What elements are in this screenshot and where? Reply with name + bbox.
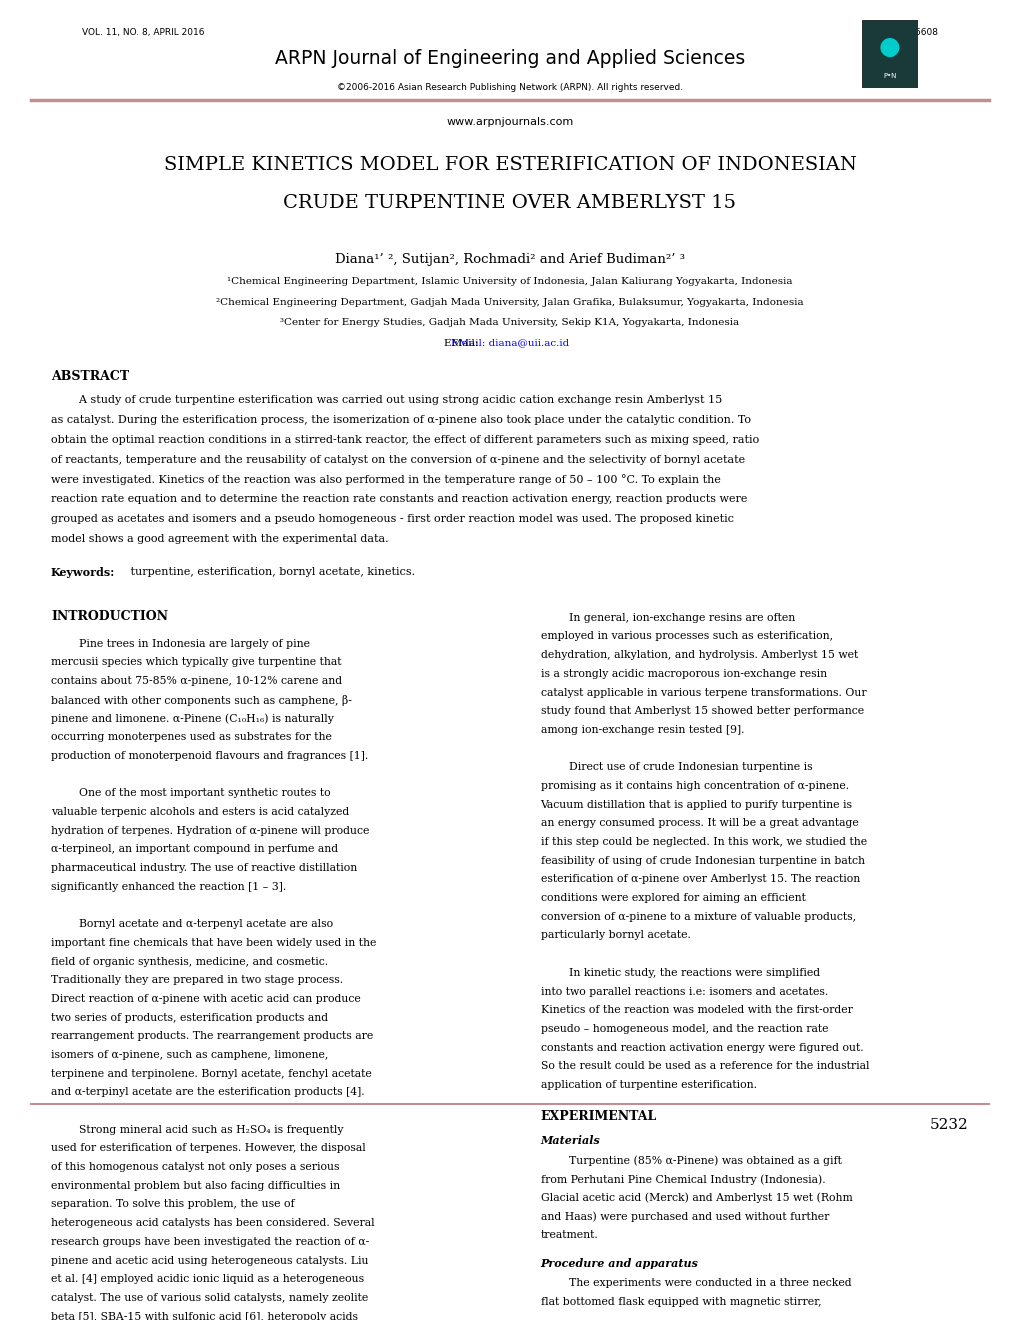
Text: flat bottomed flask equipped with magnetic stirrer,: flat bottomed flask equipped with magnet…: [540, 1296, 820, 1307]
Text: heterogeneous acid catalysts has been considered. Several: heterogeneous acid catalysts has been co…: [51, 1218, 374, 1228]
Text: mercusii species which typically give turpentine that: mercusii species which typically give tu…: [51, 657, 341, 668]
Text: and Haas) were purchased and used without further: and Haas) were purchased and used withou…: [540, 1212, 828, 1222]
Text: as catalyst. During the esterification process, the isomerization of α-pinene al: as catalyst. During the esterification p…: [51, 414, 750, 425]
Text: from Perhutani Pine Chemical Industry (Indonesia).: from Perhutani Pine Chemical Industry (I…: [540, 1173, 824, 1184]
Text: turpentine, esterification, bornyl acetate, kinetics.: turpentine, esterification, bornyl aceta…: [127, 568, 415, 577]
Text: In kinetic study, the reactions were simplified: In kinetic study, the reactions were sim…: [540, 968, 819, 978]
Text: ABSTRACT: ABSTRACT: [51, 371, 129, 383]
Text: constants and reaction activation energy were figured out.: constants and reaction activation energy…: [540, 1043, 862, 1052]
Text: Direct reaction of α-pinene with acetic acid can produce: Direct reaction of α-pinene with acetic …: [51, 994, 361, 1005]
Text: Materials: Materials: [540, 1135, 600, 1146]
Text: Kinetics of the reaction was modeled with the first-order: Kinetics of the reaction was modeled wit…: [540, 1006, 852, 1015]
Text: hydration of terpenes. Hydration of α-pinene will produce: hydration of terpenes. Hydration of α-pi…: [51, 826, 369, 836]
Text: feasibility of using of crude Indonesian turpentine in batch: feasibility of using of crude Indonesian…: [540, 855, 864, 866]
Text: important fine chemicals that have been widely used in the: important fine chemicals that have been …: [51, 937, 376, 948]
Text: A study of crude turpentine esterification was carried out using strong acidic c: A study of crude turpentine esterificati…: [51, 395, 721, 405]
Text: pinene and acetic acid using heterogeneous catalysts. Liu: pinene and acetic acid using heterogeneo…: [51, 1255, 368, 1266]
Text: Keywords:: Keywords:: [51, 568, 115, 578]
Text: P•N: P•N: [882, 73, 896, 79]
Text: environmental problem but also facing difficulties in: environmental problem but also facing di…: [51, 1181, 339, 1191]
Text: ³Center for Energy Studies, Gadjah Mada University, Sekip K1A, Yogyakarta, Indon: ³Center for Energy Studies, Gadjah Mada …: [280, 318, 739, 327]
Text: field of organic synthesis, medicine, and cosmetic.: field of organic synthesis, medicine, an…: [51, 957, 328, 966]
Text: catalyst. The use of various solid catalysts, namely zeolite: catalyst. The use of various solid catal…: [51, 1292, 368, 1303]
Text: and α-terpinyl acetate are the esterification products [4].: and α-terpinyl acetate are the esterific…: [51, 1088, 364, 1097]
Text: www.arpnjournals.com: www.arpnjournals.com: [446, 116, 573, 127]
Text: esterification of α-pinene over Amberlyst 15. The reaction: esterification of α-pinene over Amberlys…: [540, 874, 859, 884]
Text: conversion of α-pinene to a mixture of valuable products,: conversion of α-pinene to a mixture of v…: [540, 912, 855, 921]
Text: CRUDE TURPENTINE OVER AMBERLYST 15: CRUDE TURPENTINE OVER AMBERLYST 15: [283, 194, 736, 211]
Text: conditions were explored for aiming an efficient: conditions were explored for aiming an e…: [540, 894, 805, 903]
Text: reaction rate equation and to determine the reaction rate constants and reaction: reaction rate equation and to determine …: [51, 495, 747, 504]
Text: ARPN Journal of Engineering and Applied Sciences: ARPN Journal of Engineering and Applied …: [274, 49, 745, 67]
Text: employed in various processes such as esterification,: employed in various processes such as es…: [540, 631, 832, 642]
Text: catalyst applicable in various terpene transformations. Our: catalyst applicable in various terpene t…: [540, 688, 865, 697]
Text: ISSN 1819-6608: ISSN 1819-6608: [864, 28, 937, 37]
Text: Turpentine (85% α-Pinene) was obtained as a gift: Turpentine (85% α-Pinene) was obtained a…: [540, 1155, 841, 1166]
Text: of this homogenous catalyst not only poses a serious: of this homogenous catalyst not only pos…: [51, 1162, 339, 1172]
Text: contains about 75-85% α-pinene, 10-12% carene and: contains about 75-85% α-pinene, 10-12% c…: [51, 676, 341, 686]
Text: were investigated. Kinetics of the reaction was also performed in the temperatur: were investigated. Kinetics of the react…: [51, 475, 720, 486]
Text: obtain the optimal reaction conditions in a stirred-tank reactor, the effect of : obtain the optimal reaction conditions i…: [51, 434, 758, 445]
Text: In general, ion-exchange resins are often: In general, ion-exchange resins are ofte…: [540, 612, 794, 623]
Text: two series of products, esterification products and: two series of products, esterification p…: [51, 1012, 328, 1023]
Text: Direct use of crude Indonesian turpentine is: Direct use of crude Indonesian turpentin…: [540, 762, 811, 772]
Text: into two parallel reactions i.e: isomers and acetates.: into two parallel reactions i.e: isomers…: [540, 986, 827, 997]
Text: EMail: diana@uii.ac.id: EMail: diana@uii.ac.id: [450, 339, 569, 347]
Text: research groups have been investigated the reaction of α-: research groups have been investigated t…: [51, 1237, 369, 1247]
Text: grouped as acetates and isomers and a pseudo homogeneous - first order reaction : grouped as acetates and isomers and a ps…: [51, 515, 734, 524]
Text: The experiments were conducted in a three necked: The experiments were conducted in a thre…: [540, 1278, 851, 1288]
Text: is a strongly acidic macroporous ion-exchange resin: is a strongly acidic macroporous ion-exc…: [540, 669, 826, 678]
Text: So the result could be used as a reference for the industrial: So the result could be used as a referen…: [540, 1061, 868, 1072]
Text: ©2006-2016 Asian Research Publishing Network (ARPN). All rights reserved.: ©2006-2016 Asian Research Publishing Net…: [336, 83, 683, 91]
Text: among ion-exchange resin tested [9].: among ion-exchange resin tested [9].: [540, 725, 744, 735]
Text: if this step could be neglected. In this work, we studied the: if this step could be neglected. In this…: [540, 837, 866, 847]
Text: model shows a good agreement with the experimental data.: model shows a good agreement with the ex…: [51, 535, 388, 544]
Text: Bornyl acetate and α-terpenyl acetate are also: Bornyl acetate and α-terpenyl acetate ar…: [51, 919, 333, 929]
Text: ¹Chemical Engineering Department, Islamic University of Indonesia, Jalan Kaliura: ¹Chemical Engineering Department, Islami…: [227, 277, 792, 286]
Text: SIMPLE KINETICS MODEL FOR ESTERIFICATION OF INDONESIAN: SIMPLE KINETICS MODEL FOR ESTERIFICATION…: [163, 156, 856, 174]
Text: Pine trees in Indonesia are largely of pine: Pine trees in Indonesia are largely of p…: [51, 639, 310, 649]
Text: occurring monoterpenes used as substrates for the: occurring monoterpenes used as substrate…: [51, 733, 331, 742]
Text: Vacuum distillation that is applied to purify turpentine is: Vacuum distillation that is applied to p…: [540, 800, 852, 809]
Text: EMail:: EMail:: [443, 339, 481, 347]
Text: isomers of α-pinene, such as camphene, limonene,: isomers of α-pinene, such as camphene, l…: [51, 1049, 328, 1060]
Text: ²Chemical Engineering Department, Gadjah Mada University, Jalan Grafika, Bulaksu: ²Chemical Engineering Department, Gadjah…: [216, 298, 803, 306]
Text: INTRODUCTION: INTRODUCTION: [51, 610, 168, 623]
Text: of reactants, temperature and the reusability of catalyst on the conversion of α: of reactants, temperature and the reusab…: [51, 455, 745, 465]
Text: pharmaceutical industry. The use of reactive distillation: pharmaceutical industry. The use of reac…: [51, 863, 357, 873]
Text: Procedure and apparatus: Procedure and apparatus: [540, 1258, 698, 1269]
Text: Glacial acetic acid (Merck) and Amberlyst 15 wet (Rohm: Glacial acetic acid (Merck) and Amberlys…: [540, 1193, 852, 1204]
Text: One of the most important synthetic routes to: One of the most important synthetic rout…: [51, 788, 330, 799]
Text: Traditionally they are prepared in two stage process.: Traditionally they are prepared in two s…: [51, 975, 342, 985]
Text: valuable terpenic alcohols and esters is acid catalyzed: valuable terpenic alcohols and esters is…: [51, 807, 348, 817]
Text: terpinene and terpinolene. Bornyl acetate, fenchyl acetate: terpinene and terpinolene. Bornyl acetat…: [51, 1069, 371, 1078]
Text: EXPERIMENTAL: EXPERIMENTAL: [540, 1110, 656, 1123]
Text: rearrangement products. The rearrangement products are: rearrangement products. The rearrangemen…: [51, 1031, 373, 1041]
Text: pseudo – homogeneous model, and the reaction rate: pseudo – homogeneous model, and the reac…: [540, 1024, 827, 1034]
Text: 5232: 5232: [929, 1118, 968, 1133]
Text: application of turpentine esterification.: application of turpentine esterification…: [540, 1080, 756, 1090]
Text: Strong mineral acid such as H₂SO₄ is frequently: Strong mineral acid such as H₂SO₄ is fre…: [51, 1125, 343, 1135]
Text: et al. [4] employed acidic ionic liquid as a heterogeneous: et al. [4] employed acidic ionic liquid …: [51, 1274, 364, 1284]
Text: ●: ●: [878, 36, 900, 59]
Text: separation. To solve this problem, the use of: separation. To solve this problem, the u…: [51, 1200, 294, 1209]
Text: production of monoterpenoid flavours and fragrances [1].: production of monoterpenoid flavours and…: [51, 751, 368, 760]
Text: VOL. 11, NO. 8, APRIL 2016: VOL. 11, NO. 8, APRIL 2016: [82, 28, 204, 37]
Text: particularly bornyl acetate.: particularly bornyl acetate.: [540, 931, 690, 940]
Text: beta [5], SBA-15 with sulfonic acid [6], heteropoly acids: beta [5], SBA-15 with sulfonic acid [6],…: [51, 1312, 358, 1320]
Text: dehydration, alkylation, and hydrolysis. Amberlyst 15 wet: dehydration, alkylation, and hydrolysis.…: [540, 651, 857, 660]
Text: promising as it contains high concentration of α-pinene.: promising as it contains high concentrat…: [540, 781, 848, 791]
Text: α-terpineol, an important compound in perfume and: α-terpineol, an important compound in pe…: [51, 845, 337, 854]
Text: balanced with other components such as camphene, β-: balanced with other components such as c…: [51, 694, 352, 706]
Text: treatment.: treatment.: [540, 1230, 598, 1239]
Text: used for esterification of terpenes. However, the disposal: used for esterification of terpenes. How…: [51, 1143, 366, 1154]
Text: pinene and limonene. α-Pinene (C₁₀H₁₆) is naturally: pinene and limonene. α-Pinene (C₁₀H₁₆) i…: [51, 714, 333, 725]
Text: Diana¹’ ², Sutijan², Rochmadi² and Arief Budiman²’ ³: Diana¹’ ², Sutijan², Rochmadi² and Arief…: [334, 252, 685, 265]
Text: significantly enhanced the reaction [1 – 3].: significantly enhanced the reaction [1 –…: [51, 882, 286, 892]
Text: an energy consumed process. It will be a great advantage: an energy consumed process. It will be a…: [540, 818, 858, 829]
Text: study found that Amberlyst 15 showed better performance: study found that Amberlyst 15 showed bet…: [540, 706, 863, 717]
